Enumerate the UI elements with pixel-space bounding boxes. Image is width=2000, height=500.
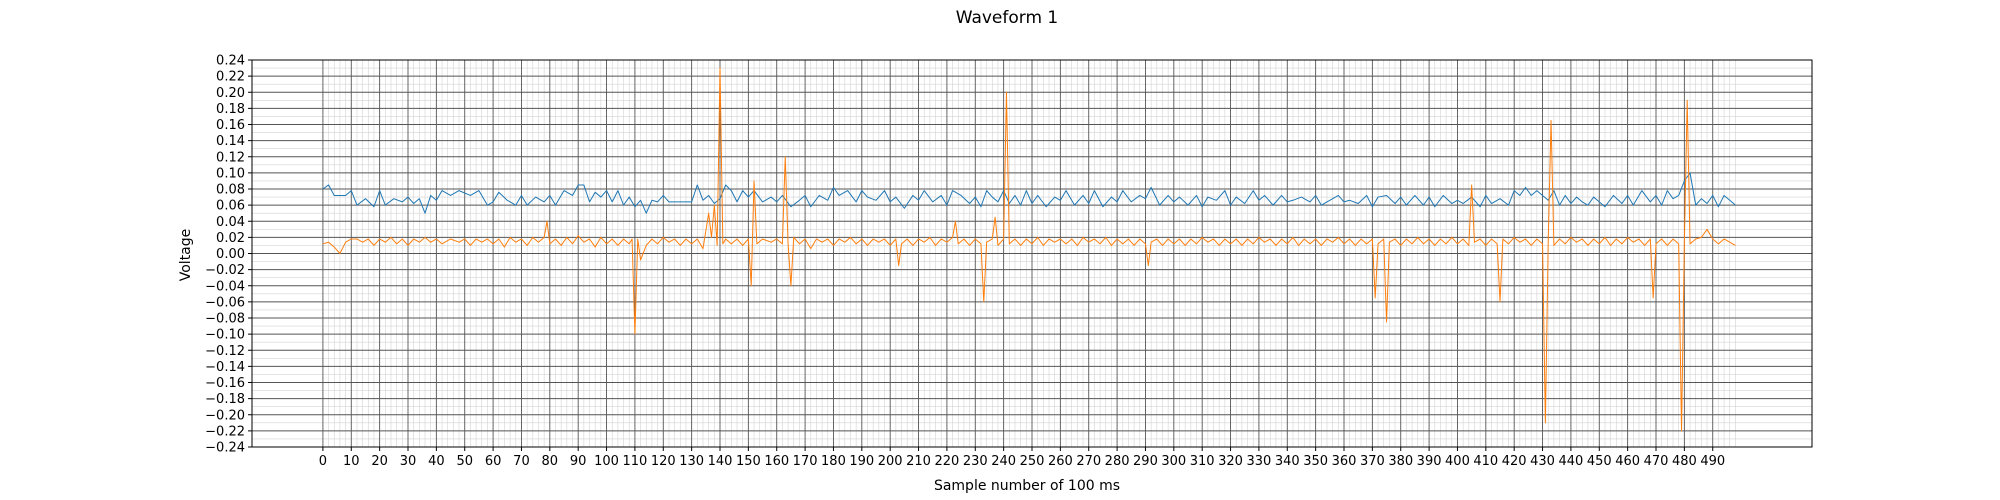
x-tick-label: 320 xyxy=(1218,454,1243,469)
x-tick-label: 430 xyxy=(1530,454,1555,469)
y-axis-ticks: 0.240.220.200.180.160.140.120.10 0.080.06… xyxy=(205,54,252,456)
x-tick-label: 350 xyxy=(1303,454,1328,469)
x-tick-label: 370 xyxy=(1360,454,1385,469)
x-tick-label: 150 xyxy=(736,454,761,469)
x-tick-label: 10 xyxy=(343,454,360,469)
y-tick-label: 0.24 xyxy=(216,54,245,69)
x-tick-label: 40 xyxy=(428,454,445,469)
y-tick-label: 0.10 xyxy=(216,166,245,181)
x-tick-label: 60 xyxy=(485,454,502,469)
y-tick-label: −0.24 xyxy=(205,441,245,456)
x-tick-label: 170 xyxy=(793,454,818,469)
y-tick-label: 0.06 xyxy=(216,199,245,214)
x-tick-label: 100 xyxy=(594,454,619,469)
y-tick-label: −0.08 xyxy=(205,312,245,327)
x-tick-label: 410 xyxy=(1473,454,1498,469)
x-tick-label: 450 xyxy=(1587,454,1612,469)
y-tick-label: 0.04 xyxy=(216,215,245,230)
x-tick-label: 380 xyxy=(1388,454,1413,469)
y-tick-label: −0.06 xyxy=(205,295,245,310)
x-tick-label: 360 xyxy=(1332,454,1357,469)
x-tick-label: 190 xyxy=(849,454,874,469)
x-axis-ticks: 0 10 20 30 40 50 60 70 80 90 100 110 120 130 140 150 160… xyxy=(319,447,1725,469)
x-tick-label: 80 xyxy=(542,454,559,469)
x-tick-label: 440 xyxy=(1558,454,1583,469)
y-tick-label: 0.00 xyxy=(216,247,245,262)
x-tick-label: 400 xyxy=(1445,454,1470,469)
x-tick-label: 130 xyxy=(679,454,704,469)
y-tick-label: 0.02 xyxy=(216,231,245,246)
y-axis-label: Voltage xyxy=(178,229,194,282)
x-tick-label: 200 xyxy=(878,454,903,469)
x-tick-label: 30 xyxy=(400,454,417,469)
y-tick-label: 0.08 xyxy=(216,183,245,198)
y-tick-label: −0.14 xyxy=(205,360,245,375)
x-tick-label: 230 xyxy=(963,454,988,469)
x-tick-label: 140 xyxy=(708,454,733,469)
x-tick-label: 20 xyxy=(371,454,388,469)
y-tick-label: −0.12 xyxy=(205,344,245,359)
x-tick-label: 250 xyxy=(1020,454,1045,469)
x-tick-label: 290 xyxy=(1133,454,1158,469)
y-tick-label: 0.14 xyxy=(216,134,245,149)
x-tick-label: 180 xyxy=(821,454,846,469)
y-tick-label: −0.18 xyxy=(205,392,245,407)
x-tick-label: 310 xyxy=(1190,454,1215,469)
x-tick-label: 460 xyxy=(1615,454,1640,469)
y-tick-label: −0.20 xyxy=(205,408,245,423)
x-tick-label: 120 xyxy=(651,454,676,469)
x-tick-label: 0 xyxy=(319,454,327,469)
x-tick-label: 280 xyxy=(1105,454,1130,469)
x-tick-label: 260 xyxy=(1048,454,1073,469)
x-tick-label: 470 xyxy=(1644,454,1669,469)
x-tick-label: 70 xyxy=(513,454,530,469)
series-line-blue xyxy=(322,172,1736,214)
y-tick-label: −0.16 xyxy=(205,376,245,391)
x-tick-label: 220 xyxy=(934,454,959,469)
x-tick-label: 390 xyxy=(1417,454,1442,469)
series-layer xyxy=(322,67,1736,432)
y-tick-label: 0.20 xyxy=(216,86,245,101)
x-tick-label: 110 xyxy=(622,454,647,469)
x-tick-label: 240 xyxy=(991,454,1016,469)
y-tick-label: 0.12 xyxy=(216,150,245,165)
x-tick-label: 50 xyxy=(456,454,473,469)
y-tick-label: 0.22 xyxy=(216,70,245,85)
y-tick-label: −0.02 xyxy=(205,263,245,278)
x-tick-label: 480 xyxy=(1672,454,1697,469)
x-tick-label: 160 xyxy=(764,454,789,469)
x-tick-label: 210 xyxy=(906,454,931,469)
x-tick-label: 270 xyxy=(1076,454,1101,469)
chart-title: Waveform 1 xyxy=(956,8,1059,28)
x-tick-label: 420 xyxy=(1502,454,1527,469)
y-tick-label: −0.10 xyxy=(205,328,245,343)
y-tick-label: −0.22 xyxy=(205,424,245,439)
x-tick-label: 330 xyxy=(1246,454,1271,469)
x-axis-label: Sample number of 100 ms xyxy=(934,478,1120,494)
y-tick-label: −0.04 xyxy=(205,279,245,294)
y-tick-label: 0.16 xyxy=(216,118,245,133)
x-tick-label: 340 xyxy=(1275,454,1300,469)
y-tick-label: 0.18 xyxy=(216,102,245,117)
x-tick-label: 90 xyxy=(570,454,587,469)
x-tick-label: 490 xyxy=(1700,454,1725,469)
series-line-orange xyxy=(322,67,1736,432)
x-tick-label: 300 xyxy=(1161,454,1186,469)
